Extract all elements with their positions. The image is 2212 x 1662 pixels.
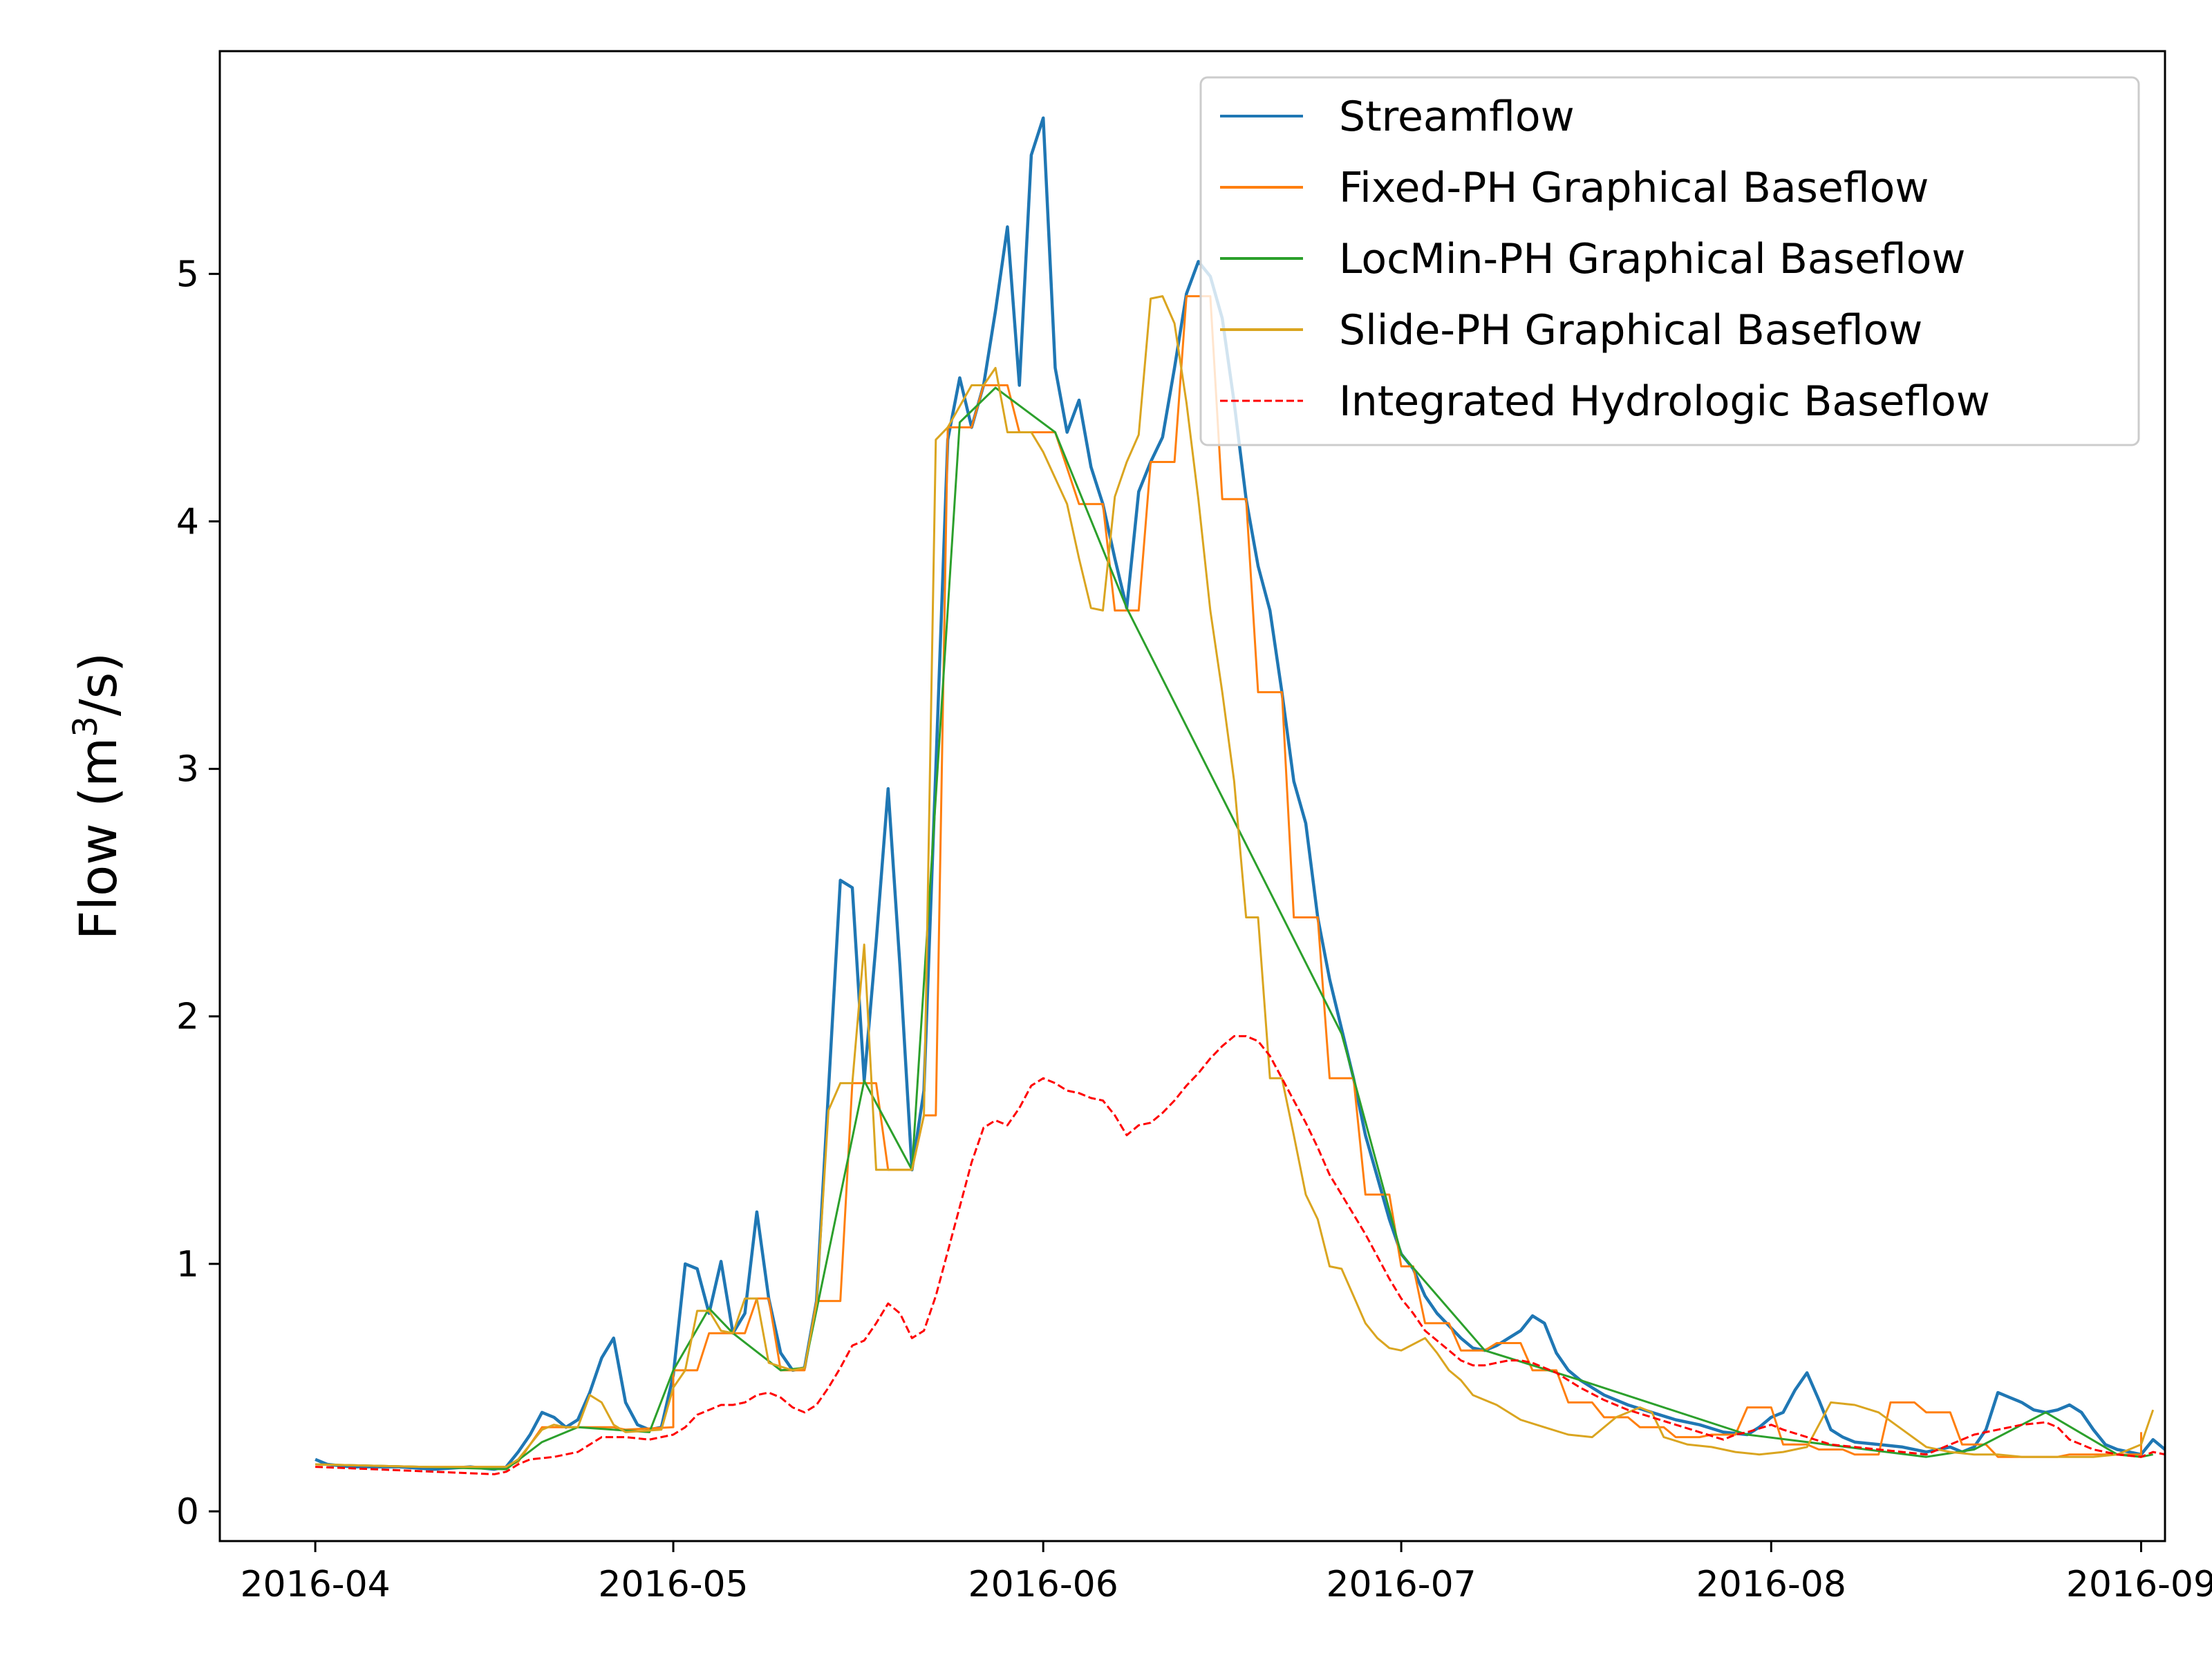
y-axis-title-prefix: Flow (m xyxy=(69,737,129,940)
legend-label: Slide-PH Graphical Baseflow xyxy=(1339,306,1922,355)
legend-label: LocMin-PH Graphical Baseflow xyxy=(1339,235,1965,283)
x-tick-label: 2016-08 xyxy=(1696,1564,1846,1605)
x-tick-label: 2016-09 xyxy=(2066,1564,2212,1605)
series-line-fixed-ph-graphical-baseflow xyxy=(315,295,2142,1469)
series-layer xyxy=(315,116,2165,1475)
series-line-locmin-ph-graphical-baseflow xyxy=(315,386,2153,1471)
y-tick-label: 5 xyxy=(176,254,199,295)
plot-area-frame xyxy=(218,50,2166,1542)
legend-label: Integrated Hydrologic Baseflow xyxy=(1339,377,1990,426)
y-tick-label: 0 xyxy=(176,1491,199,1533)
x-tick-label: 2016-06 xyxy=(968,1564,1118,1605)
x-tick-label: 2016-05 xyxy=(598,1564,748,1605)
series-line-slide-ph-graphical-baseflow xyxy=(315,295,2155,1469)
y-axis-title-suffix: /s) xyxy=(69,652,129,716)
series-line-integrated-hydrologic-baseflow xyxy=(315,1035,2165,1475)
y-tick-label: 4 xyxy=(176,501,199,542)
legend-label: Streamflow xyxy=(1339,93,1575,141)
y-axis-title-superscript: 3 xyxy=(66,716,105,737)
x-axis: 2016-04 2016-05 2016-06 2016-07 2016-08 2016-… xyxy=(240,1541,2212,1605)
legend-box xyxy=(1199,76,2140,446)
legend-label: Fixed-PH Graphical Baseflow xyxy=(1339,164,1929,212)
legend: Streamflow Fixed-PH Graphical Baseflow Loc… xyxy=(1199,76,2140,446)
x-tick-label: 2016-04 xyxy=(240,1564,390,1605)
y-axis-title: Flow (m3/s) xyxy=(66,652,129,940)
y-axis: 0 1 2 3 4 5 xyxy=(176,254,220,1533)
y-tick-label: 2 xyxy=(176,997,199,1038)
x-tick-label: 2016-07 xyxy=(1326,1564,1476,1605)
y-tick-label: 1 xyxy=(176,1244,199,1285)
y-tick-label: 3 xyxy=(176,749,199,791)
